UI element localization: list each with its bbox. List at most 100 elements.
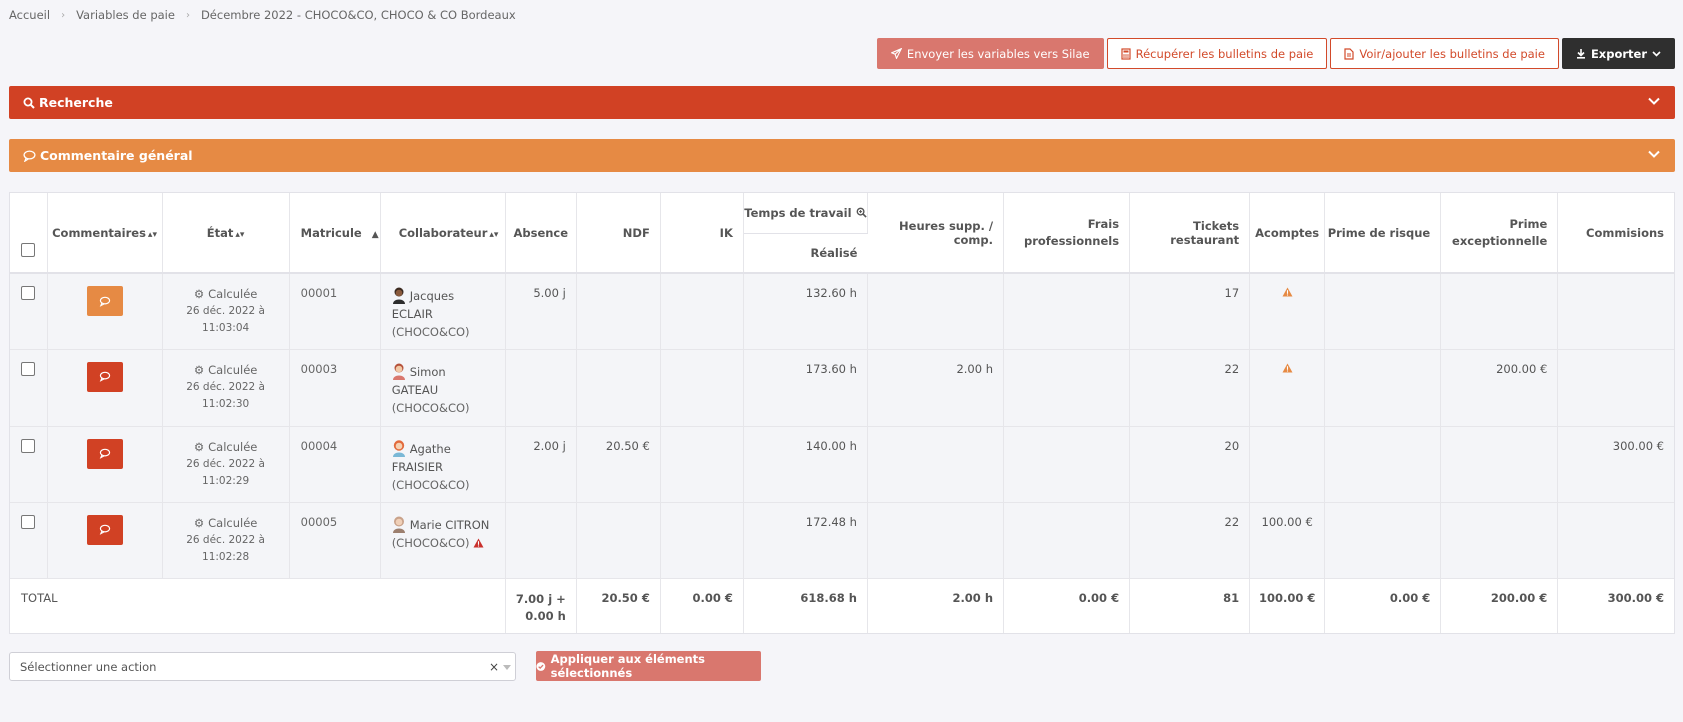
- frais-cell: [1003, 426, 1131, 503]
- chevron-down-icon: [1652, 50, 1661, 57]
- absence-cell: 5.00 j: [505, 273, 577, 350]
- export-label: Exporter: [1590, 46, 1647, 61]
- risque-cell: [1324, 502, 1442, 579]
- avatar-icon: [392, 287, 405, 304]
- ik-cell: [660, 426, 744, 503]
- chevron-down-icon: [1648, 97, 1660, 105]
- cogs-icon: ⚙: [193, 287, 205, 301]
- commisions-cell: 300.00 €: [1557, 426, 1674, 503]
- exceptionnelle-cell: 200.00 €: [1440, 349, 1559, 427]
- view-add-payslips-label: Voir/ajouter les bulletins de paie: [1359, 46, 1545, 61]
- breadcrumb-payroll-variables[interactable]: Variables de paie: [76, 8, 175, 22]
- row-checkbox[interactable]: [21, 438, 36, 453]
- total-frais: 0.00 €: [1003, 578, 1131, 633]
- comment-button[interactable]: [86, 438, 123, 469]
- total-absence: 7.00 j +0.00 h: [505, 578, 577, 633]
- send-to-silae-label: Envoyer les variables vers Silae: [906, 46, 1090, 61]
- comment-icon: [23, 149, 36, 162]
- prime-exceptionnelle-column-header: Prime exceptionnelle: [1440, 193, 1559, 274]
- general-comment-panel-header[interactable]: Commentaire général: [9, 139, 1675, 172]
- comment-icon: [99, 371, 110, 382]
- chevron-down-icon: [1648, 150, 1660, 158]
- cogs-icon: ⚙: [193, 439, 205, 454]
- breadcrumb-current-period: Décembre 2022 - CHOCO&CO, CHOCO & CO Bor…: [200, 8, 516, 22]
- download-icon: [1576, 49, 1585, 59]
- acomptes-column-header: Acomptes: [1249, 193, 1326, 274]
- matricule-column-header[interactable]: Matricule ▲: [289, 193, 381, 274]
- check-circle-icon: [536, 661, 546, 671]
- avatar-icon: [392, 439, 405, 457]
- collaborator-cell[interactable]: Agathe FRAISIER (CHOCO&CO): [380, 426, 506, 503]
- comment-button[interactable]: [86, 286, 123, 316]
- warning-icon[interactable]: [473, 537, 484, 548]
- table-row: ⚙ Calculée 26 déc. 2022 à 11:02:29 00004 …: [10, 426, 1674, 503]
- search-panel-header[interactable]: Recherche: [9, 86, 1675, 119]
- table-row: ⚙ Calculée 26 déc. 2022 à 11:03:04 00001 …: [10, 273, 1674, 350]
- select-all-checkbox[interactable]: [21, 243, 36, 257]
- ik-column-header: IK: [660, 193, 744, 274]
- commentaires-column-header[interactable]: Commentaires ▴▾: [47, 193, 163, 274]
- apply-to-selected-button[interactable]: Appliquer aux éléments sélectionnés: [536, 651, 761, 681]
- acomptes-cell: [1249, 426, 1326, 503]
- sort-icon: ▴▾: [235, 229, 245, 240]
- etat-cell: ⚙ Calculée 26 déc. 2022 à 11:02:30: [162, 349, 290, 427]
- commisions-column-header: Commisions: [1557, 193, 1674, 274]
- comment-button[interactable]: [86, 514, 123, 545]
- realise-column-header: Réalisé: [743, 233, 868, 274]
- breadcrumb: Accueil › Variables de paie › Décembre 2…: [9, 8, 516, 22]
- absence-column-header: Absence: [505, 193, 577, 274]
- commisions-cell: [1557, 502, 1674, 579]
- paper-plane-icon: [890, 48, 902, 59]
- comment-icon: [99, 448, 110, 459]
- warning-icon[interactable]: [1282, 362, 1293, 373]
- tickets-cell: 22: [1129, 502, 1251, 579]
- etat-column-header[interactable]: État ▴▾: [162, 193, 290, 274]
- realise-cell: 132.60 h: [743, 273, 868, 350]
- fetch-payslips-button[interactable]: Récupérer les bulletins de paie: [1106, 38, 1328, 69]
- absence-cell: [505, 349, 577, 427]
- export-button[interactable]: Exporter: [1561, 38, 1675, 69]
- comment-button[interactable]: [86, 361, 123, 392]
- absence-cell: 2.00 j: [505, 426, 577, 503]
- breadcrumb-home[interactable]: Accueil: [9, 8, 51, 22]
- heures-supp-column-header: Heures supp. / comp.: [867, 193, 1005, 274]
- total-commisions: 300.00 €: [1557, 578, 1674, 633]
- row-checkbox[interactable]: [21, 514, 36, 529]
- etat-cell: ⚙ Calculée 26 déc. 2022 à 11:02:29: [162, 426, 290, 503]
- etat-cell: ⚙ Calculée 26 déc. 2022 à 11:02:28: [162, 502, 290, 579]
- frais-cell: [1003, 273, 1131, 350]
- payroll-variables-table: Commentaires ▴▾ État ▴▾ Matricule ▲ Collabo…: [9, 192, 1675, 634]
- breadcrumb-separator-icon: ›: [61, 9, 66, 21]
- acomptes-cell: [1249, 273, 1326, 350]
- breadcrumb-separator-icon: ›: [185, 9, 190, 21]
- dropdown-arrow-icon: [503, 665, 511, 670]
- row-checkbox[interactable]: [21, 286, 36, 300]
- total-ndf: 20.50 €: [576, 578, 661, 633]
- realise-cell: 172.48 h: [743, 502, 868, 579]
- prime-de-risque-column-header: Prime de risque: [1324, 193, 1442, 274]
- collaborator-cell[interactable]: Jacques ECLAIR (CHOCO&CO): [380, 273, 506, 350]
- collaborateur-column-header[interactable]: Collaborateur ▴▾: [380, 193, 506, 274]
- absence-cell: [505, 502, 577, 579]
- commisions-cell: [1557, 273, 1674, 350]
- bulk-action-select[interactable]: Sélectionner une action ×: [9, 652, 516, 681]
- risque-cell: [1324, 273, 1442, 350]
- clear-selection-icon[interactable]: ×: [488, 660, 499, 674]
- toolbar: Envoyer les variables vers Silae Récupér…: [876, 38, 1675, 69]
- realise-cell: 140.00 h: [743, 426, 868, 503]
- frais-professionnels-column-header: Frais professionnels: [1003, 193, 1131, 274]
- exceptionnelle-cell: [1440, 502, 1559, 579]
- total-exceptionnelle: 200.00 €: [1440, 578, 1559, 633]
- view-add-payslips-button[interactable]: Voir/ajouter les bulletins de paie: [1330, 38, 1559, 69]
- avatar-icon: [392, 363, 405, 380]
- collaborator-cell[interactable]: Marie CITRON (CHOCO&CO): [380, 502, 506, 579]
- sort-icon: ▴▾: [489, 229, 499, 240]
- collaborator-cell[interactable]: Simon GATEAU (CHOCO&CO): [380, 349, 506, 427]
- row-checkbox[interactable]: [21, 361, 36, 376]
- warning-icon[interactable]: [1282, 287, 1293, 297]
- total-row: TOTAL 7.00 j +0.00 h 20.50 € 0.00 € 618.…: [10, 578, 1674, 633]
- ndf-cell: [576, 349, 661, 427]
- send-to-silae-button[interactable]: Envoyer les variables vers Silae: [876, 38, 1104, 69]
- total-risque: 0.00 €: [1324, 578, 1442, 633]
- temps-de-travail-column-header[interactable]: Temps de travail: [743, 193, 868, 234]
